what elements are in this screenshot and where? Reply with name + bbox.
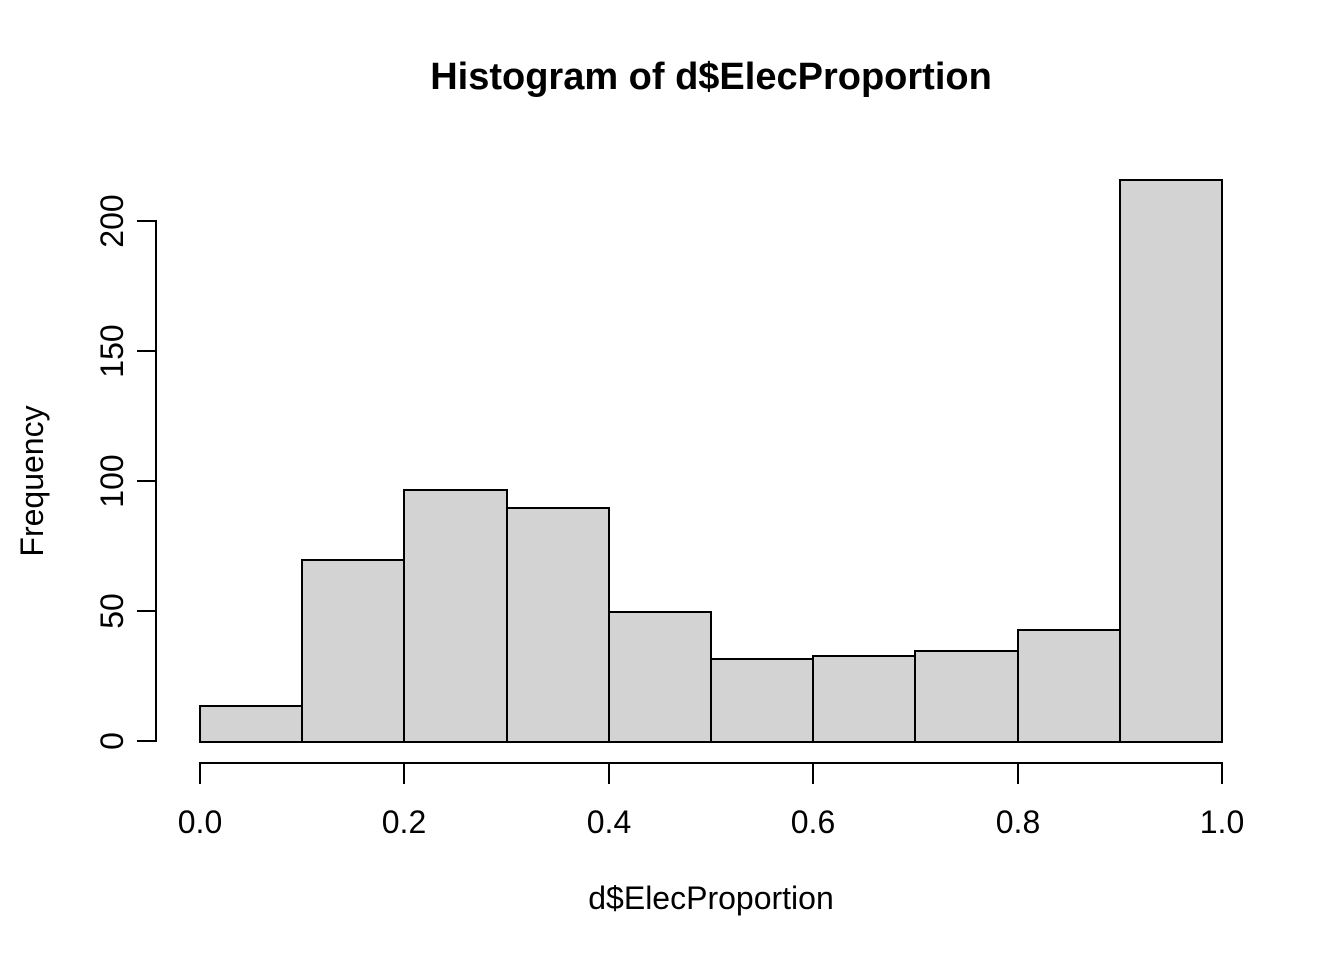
- y-tick-label: 100: [94, 454, 130, 508]
- histogram-bar-0.7-0.8: [914, 650, 1019, 743]
- y-axis-line: [155, 220, 157, 742]
- histogram-bar-0.8-0.9: [1016, 629, 1121, 743]
- histogram-bar-0.2-0.3: [403, 489, 508, 743]
- y-tick: [137, 220, 155, 222]
- x-tick-label: 1.0: [1199, 804, 1245, 840]
- y-tick: [137, 350, 155, 352]
- y-tick-label: 200: [94, 194, 130, 248]
- x-tick-label: 0.4: [586, 804, 632, 840]
- histogram-bar-0.5-0.6: [710, 658, 815, 743]
- y-tick: [137, 740, 155, 742]
- x-tick: [1017, 764, 1019, 784]
- x-tick-label: 0.6: [790, 804, 836, 840]
- y-tick-label: 150: [94, 324, 130, 378]
- x-tick: [608, 764, 610, 784]
- x-axis-line: [199, 762, 1223, 764]
- x-tick: [1221, 764, 1223, 784]
- x-tick: [812, 764, 814, 784]
- histogram-bar-0.3-0.4: [505, 507, 610, 743]
- x-tick: [199, 764, 201, 784]
- chart-title: Histogram of d$ElecProportion: [430, 56, 992, 98]
- histogram-bar-0.6-0.7: [812, 655, 917, 743]
- x-tick-label: 0.8: [995, 804, 1041, 840]
- histogram-bar-0.9-1: [1118, 179, 1223, 743]
- y-tick-label: 50: [94, 593, 130, 629]
- x-tick-label: 0.0: [177, 804, 223, 840]
- x-axis-label: d$ElecProportion: [588, 880, 834, 916]
- histogram-bar-0.4-0.5: [607, 611, 712, 743]
- histogram-bar-0-0.1: [199, 705, 304, 743]
- y-tick: [137, 480, 155, 482]
- x-tick: [403, 764, 405, 784]
- x-tick-label: 0.2: [381, 804, 427, 840]
- histogram-bar-0.1-0.2: [301, 559, 406, 743]
- y-tick: [137, 610, 155, 612]
- y-tick-label: 0: [94, 732, 130, 750]
- y-axis-label: Frequency: [14, 405, 50, 557]
